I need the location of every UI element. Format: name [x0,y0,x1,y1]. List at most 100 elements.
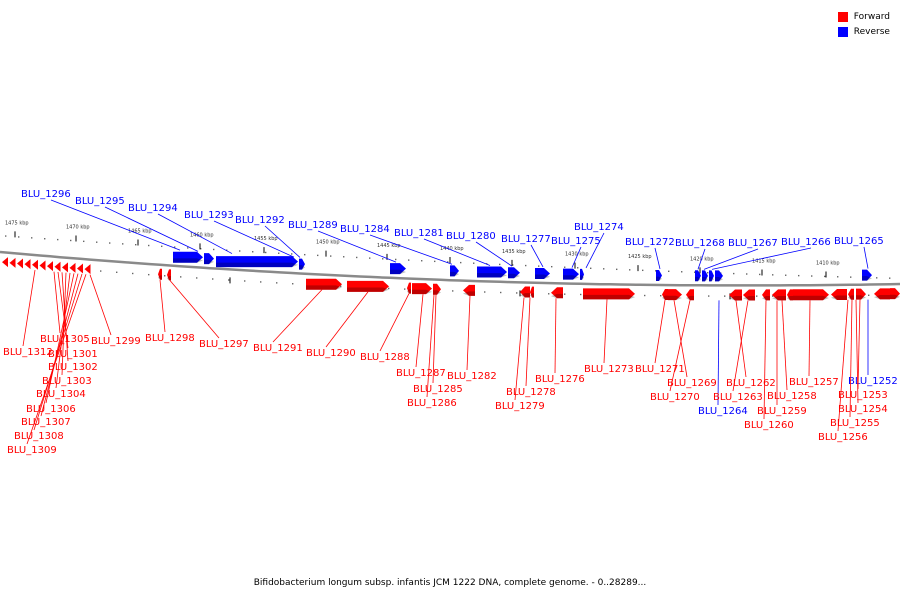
callout-line [53,271,61,334]
gene-arrow-shadow [216,262,298,268]
ruler-dot [244,280,246,282]
gene-label-BLU_1278: BLU_1278 [506,387,556,398]
ruler-dot [161,245,163,248]
gene-arrow-shadow [477,273,507,278]
gene-arrow [580,268,584,280]
callout-line [40,273,79,417]
ruler-dot [772,274,774,276]
gene-arrow [715,270,723,282]
gene-arrow [848,288,854,300]
ruler-dot [551,265,553,268]
ruler-dot [525,264,527,267]
ruler-dot [356,256,358,259]
legend-item-forward: Forward [837,9,890,24]
callout-line [213,220,295,258]
ruler-dot [708,295,710,297]
callout-line [50,199,181,251]
callout-line [855,299,859,404]
ruler-dot [484,291,486,293]
ruler-label: 1440 kbp [440,246,464,252]
callout-line [325,291,369,348]
ruler-label: 1415 kbp [752,259,776,265]
gene-label-BLU_1275: BLU_1275 [551,236,601,247]
legend-label-reverse: Reverse [853,26,890,37]
callout-line [89,274,112,336]
ruler-dot [291,253,293,255]
gene-label-BLU_1260: BLU_1260 [744,420,794,431]
callout-line [654,299,666,364]
gene-arrow [551,287,563,299]
ruler-dot [603,268,605,270]
gene-label-BLU_1298: BLU_1298 [145,333,195,344]
callout-line [654,247,661,270]
gene-arrow [158,268,162,280]
ruler-dot [382,258,384,260]
ruler-dot [83,240,85,243]
ruler-dot [57,238,59,241]
ruler-label: 1465 kbp [128,229,152,235]
callout-line [703,248,759,270]
gene-label-BLU_1306: BLU_1306 [26,404,76,415]
ruler-dot [564,293,566,295]
gene-arrow-shadow [390,269,406,275]
gene-arrow-shadow [306,285,342,290]
gene-arrow-shadow [656,276,662,281]
gene-arrow-shadow [762,296,770,301]
gene-arrow [299,258,305,270]
ruler-dot [228,279,230,281]
ruler-dot [837,276,839,278]
ruler-label: 1475 kbp [5,220,29,226]
gene-arrow [656,269,662,281]
ruler-dot [31,237,33,239]
callout-line [808,300,811,377]
gene-label-BLU_1302: BLU_1302 [48,362,98,373]
gene-arrow-shadow [890,294,900,300]
ruler-dot [707,271,709,274]
ruler-dot [164,275,166,277]
gene-label-BLU_1274: BLU_1274 [574,222,624,233]
gene-label-BLU_1284: BLU_1284 [340,224,390,235]
ruler-label: 1425 kbp [628,254,652,260]
callout-line [849,299,853,418]
gene-arrow [686,289,694,301]
gene-label-BLU_1272: BLU_1272 [625,237,675,248]
gene-arrow [890,288,900,300]
ruler-label: 1460 kbp [190,232,214,238]
gene-arrow-shadow [709,276,714,282]
callout-line [763,300,767,420]
gene-label-BLU_1301: BLU_1301 [48,349,98,360]
gene-label-BLU_1297: BLU_1297 [199,339,249,350]
gene-arrow-shadow [347,287,389,292]
ruler-dot [655,270,657,272]
callout-line [837,299,849,432]
gene-label-BLU_1303: BLU_1303 [42,376,92,387]
callout-line [735,300,747,378]
gene-arrow [787,289,793,301]
gene-arrow [69,262,76,273]
callout-line [571,246,582,268]
gene-arrow-shadow [686,295,694,301]
ruler-dot [889,277,891,279]
callout-line [530,244,544,268]
ruler-dot [694,271,696,273]
gene-label-BLU_1288: BLU_1288 [360,352,410,363]
ruler-dot [116,271,118,273]
gene-arrow-shadow [772,295,786,301]
gene-arrow [433,283,441,295]
gene-arrow-shadow [715,277,723,282]
ruler-dot [408,259,410,261]
callout-line [169,280,220,339]
ruler-dot [70,239,72,242]
gene-label-BLU_1276: BLU_1276 [535,374,585,385]
gene-arrow [695,270,701,282]
ruler-dot [276,282,278,284]
ruler-dot [434,260,436,263]
ruler-label: 1470 kbp [66,225,90,231]
gene-arrow-shadow [167,276,171,281]
callout-line [603,299,608,364]
gene-arrow [772,289,786,301]
gene-arrow-shadow [530,293,534,298]
ruler-dot [239,250,241,252]
gene-arrow [39,260,46,271]
callout-line [45,273,75,404]
